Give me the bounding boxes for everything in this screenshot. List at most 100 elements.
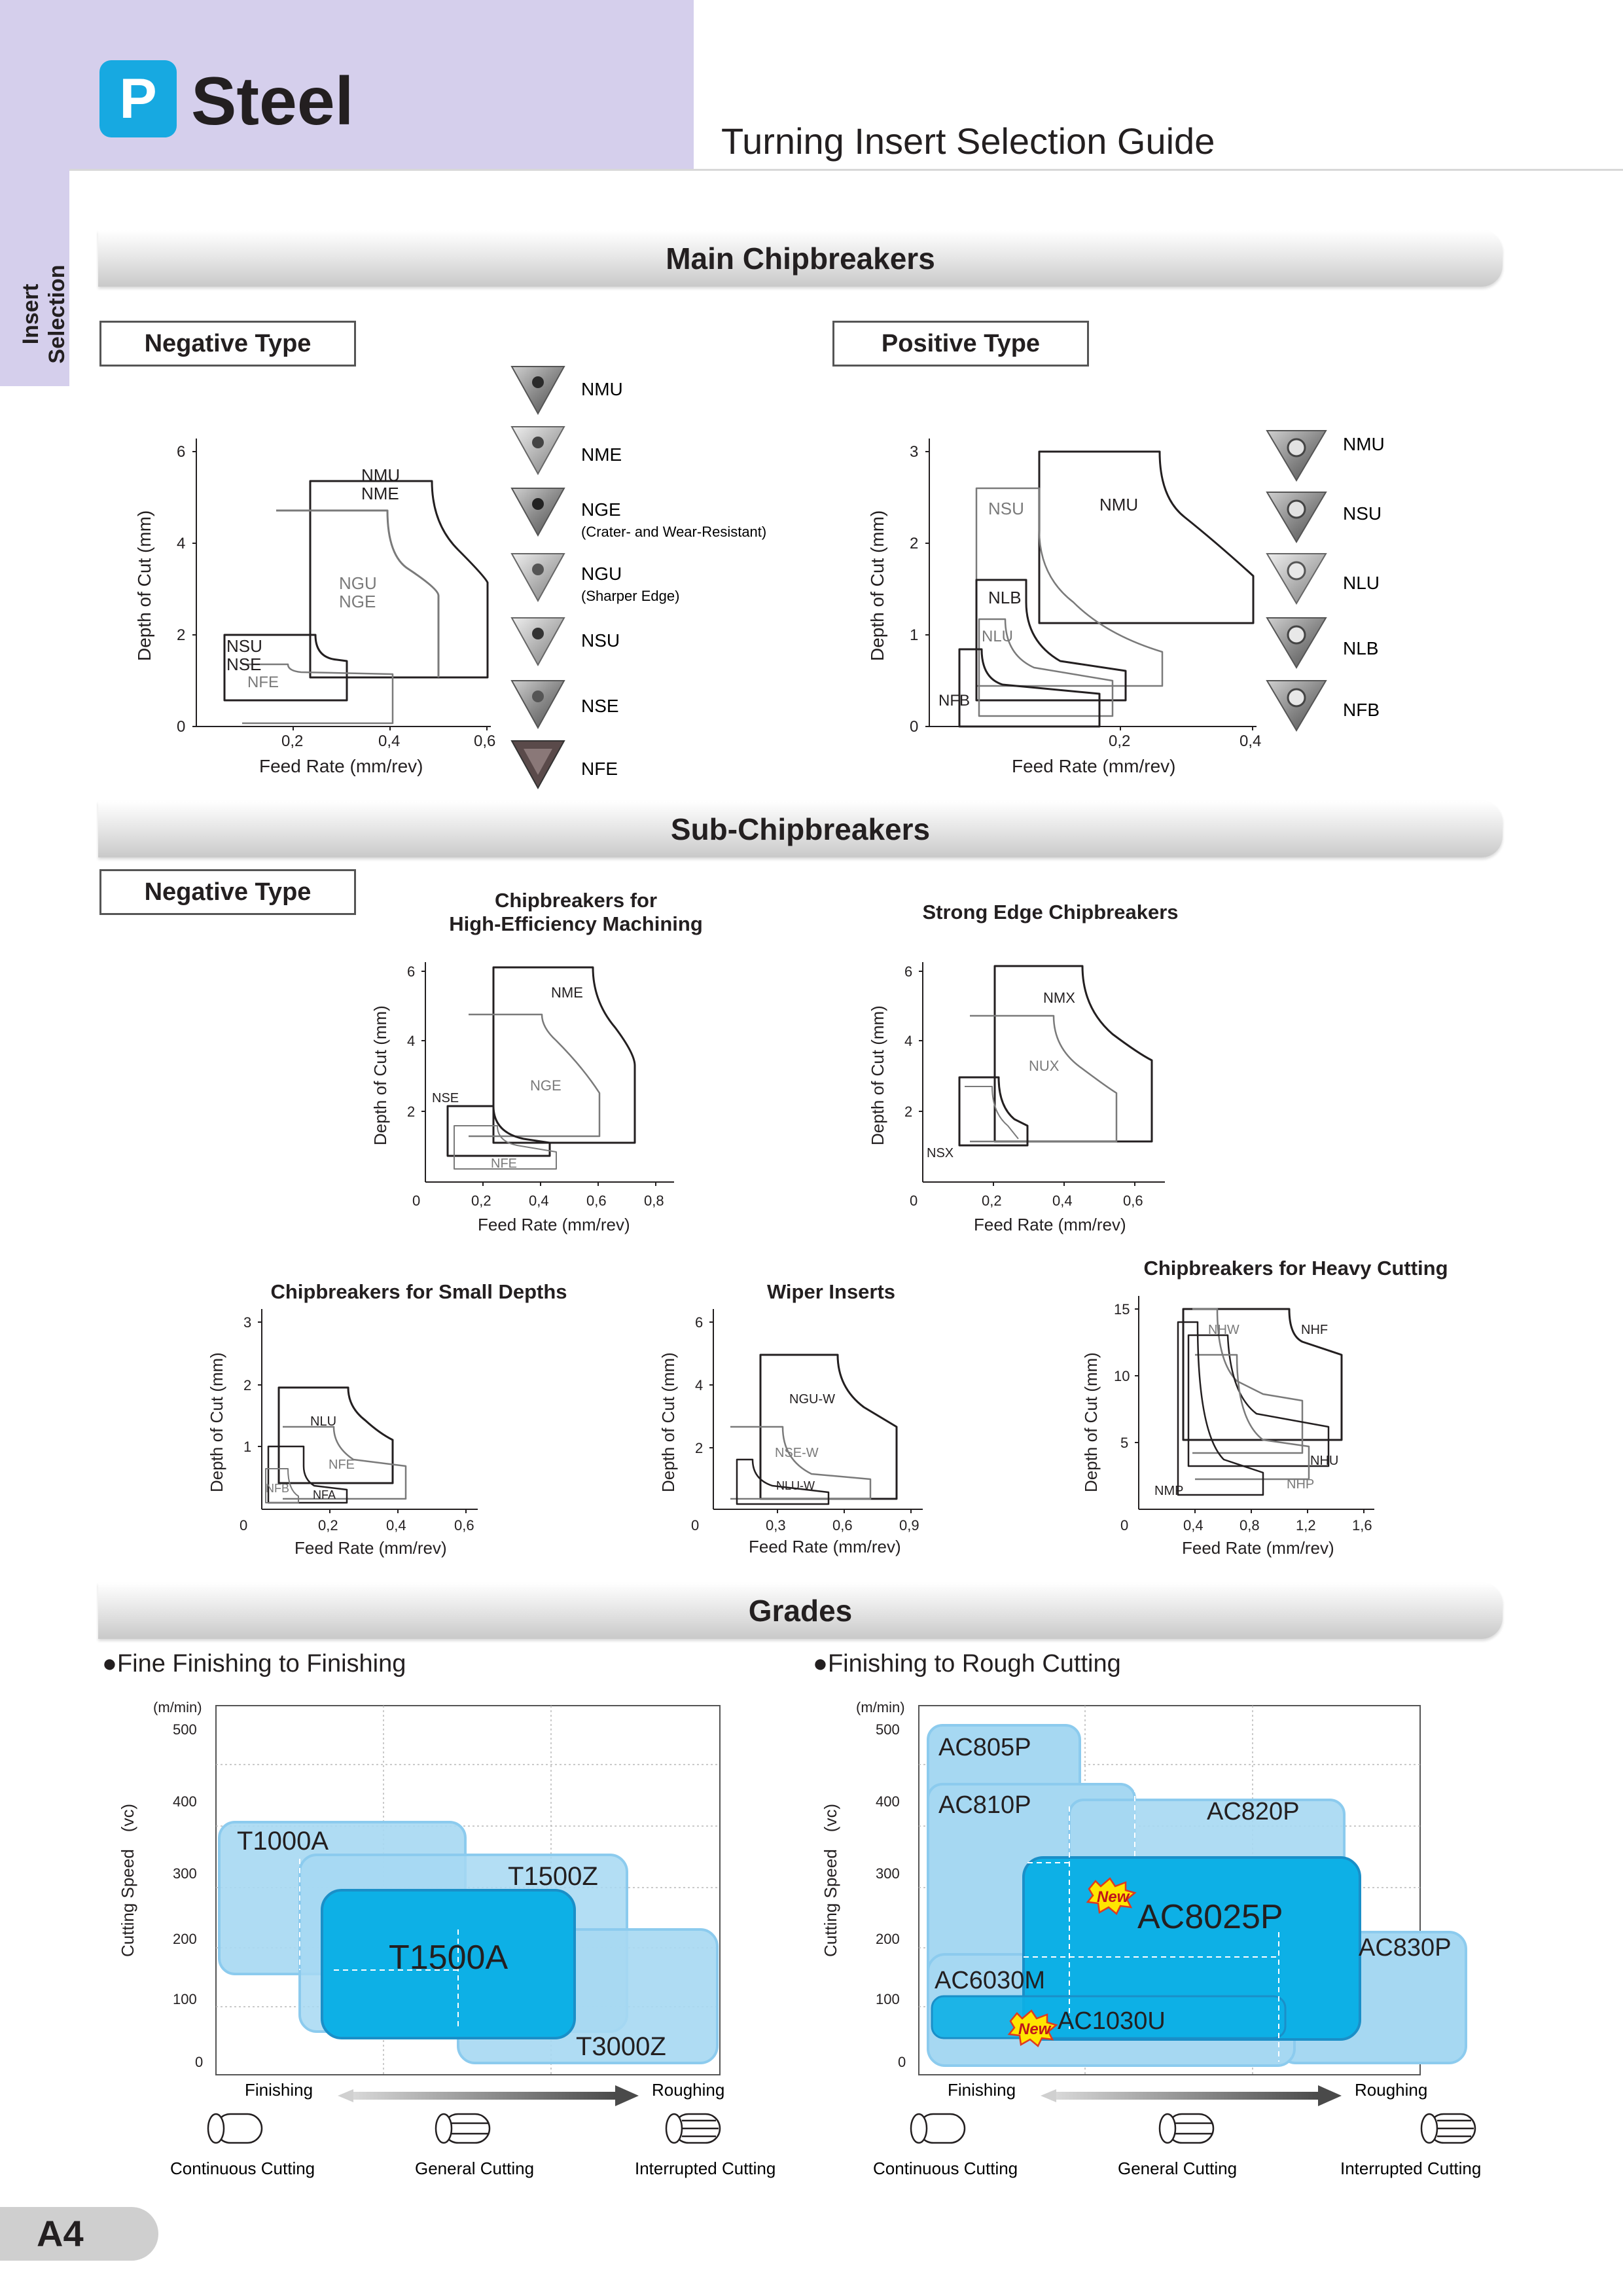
y-axis-label: Depth of Cut (mm) <box>1081 1352 1101 1492</box>
small-depths-chart: 1 2 3 0 0,2 0,4 0,6 Feed Rate (mm/rev) D… <box>207 1309 478 1558</box>
x-tick: 0,6 <box>474 732 495 750</box>
fine-grades-chart: (m/min) 500 400 300 200 100 0 Cutting Sp… <box>118 1699 776 2178</box>
y-tick: 1 <box>910 626 918 644</box>
positive-type-box: Positive Type <box>832 321 1089 367</box>
x-tick: 0,6 <box>454 1517 474 1534</box>
x-tick: 0 <box>691 1517 699 1534</box>
y-tick: 100 <box>876 1991 900 2007</box>
label-nfe: NFE <box>491 1157 517 1171</box>
x-axis-label: Feed Rate (mm/rev) <box>478 1215 630 1234</box>
region-nge <box>469 1013 601 1138</box>
label-nhu: NHU <box>1310 1454 1338 1468</box>
x-tick: 1,2 <box>1296 1517 1316 1534</box>
general-cutting-label: General Cutting <box>1118 2159 1237 2178</box>
region-nfb <box>958 648 1101 728</box>
speed-axis-label: Cutting Speed (vc) <box>821 1804 840 1957</box>
general-cutting-icon <box>1158 2113 1215 2144</box>
roughing-label: Roughing <box>652 2080 724 2100</box>
insert-name: NGE <box>581 499 621 520</box>
insert-nsu: NSU <box>1266 492 1382 543</box>
label-nlu: NLU <box>982 628 1013 645</box>
label-nmp: NMP <box>1154 1484 1183 1498</box>
x-axis-label: Feed Rate (mm/rev) <box>974 1215 1126 1234</box>
arrow-bar <box>353 2092 615 2100</box>
insert-name: NFB <box>1343 700 1380 720</box>
high-eff-title-line2: High-Efficiency Machining <box>449 912 703 935</box>
label-nfa: NFA <box>313 1488 336 1501</box>
insert-nlb: NLB <box>1266 617 1378 669</box>
label-ngu-w: NGU-W <box>789 1392 835 1407</box>
y-tick: 200 <box>173 1931 197 1947</box>
x-axis-label: Feed Rate (mm/rev) <box>749 1537 901 1556</box>
x-tick: 0,4 <box>1052 1193 1073 1209</box>
x-tick: 0 <box>240 1517 247 1534</box>
speed-axis-label: Cutting Speed (vc) <box>118 1804 137 1957</box>
y-tick: 3 <box>243 1314 251 1331</box>
label-nhp: NHP <box>1287 1477 1314 1492</box>
continuous-cutting-icon <box>207 2113 263 2144</box>
y-tick: 500 <box>876 1721 900 1738</box>
triangle-insert-icon <box>510 617 565 667</box>
y-tick: 200 <box>876 1931 900 1947</box>
strong-edge-chart: 2 4 6 0 0,2 0,4 0,6 Feed Rate (mm/rev) D… <box>868 962 1165 1234</box>
y-tick: 4 <box>695 1377 703 1393</box>
label-t1500z: T1500Z <box>508 1862 598 1891</box>
label-nsu: NSU <box>226 636 262 656</box>
label-nmu: NMU <box>1099 495 1138 514</box>
y-axis-label: Depth of Cut (mm) <box>867 511 887 661</box>
negative-type-box: Negative Type <box>99 321 356 367</box>
side-tab-label: Insert Selection <box>0 264 109 363</box>
region-nsx-inner <box>965 1086 1019 1139</box>
label-ac6030m: AC6030M <box>935 1967 1045 1994</box>
label-nhf: NHF <box>1301 1323 1328 1337</box>
y-tick: 400 <box>173 1793 197 1810</box>
region-nlu <box>277 1386 394 1484</box>
insert-note: (Crater- and Wear-Resistant) <box>581 524 766 540</box>
triangle-insert-icon <box>510 553 565 603</box>
general-cutting-label: General Cutting <box>415 2159 534 2178</box>
label-nlu-w: NLU-W <box>776 1479 815 1492</box>
x-tick: 0,4 <box>529 1193 549 1209</box>
region-nsx <box>958 1076 1029 1147</box>
label-ngu: NGU <box>339 573 377 593</box>
continuous-cutting-label: Continuous Cutting <box>170 2159 315 2178</box>
region-nhw <box>1192 1308 1304 1454</box>
side-tab-line2: Selection <box>45 264 69 364</box>
insert-nme: NME <box>510 426 622 476</box>
y-tick: 0 <box>177 718 185 736</box>
high-eff-title: Chipbreakers for High-Efficiency Machini… <box>419 889 733 936</box>
insert-nfb: NFB <box>1266 680 1380 732</box>
region-nmp <box>1177 1321 1264 1496</box>
y-tick: 10 <box>1114 1368 1130 1384</box>
y-tick: 1 <box>243 1439 251 1455</box>
bullet-icon: ● <box>102 1650 117 1677</box>
label-t1000a: T1000A <box>237 1827 329 1856</box>
insert-nge: NGE (Crater- and Wear-Resistant) <box>510 488 766 540</box>
x-tick: 0,9 <box>899 1517 919 1534</box>
insert-name: NLU <box>1343 573 1380 593</box>
insert-name: NSU <box>581 630 620 651</box>
x-tick: 0,6 <box>1123 1193 1143 1209</box>
y-tick: 15 <box>1114 1301 1130 1318</box>
label-ac830p: AC830P <box>1359 1934 1452 1962</box>
label-nge: NGE <box>530 1077 562 1094</box>
negative-chipbreaker-chart: 0 2 4 6 0,2 0,4 0,6 Feed Rate (mm/rev) D… <box>134 439 495 776</box>
region-nmx <box>993 965 1153 1143</box>
insert-ngu: NGU (Sharper Edge) <box>510 553 679 604</box>
interrupted-cutting-label: Interrupted Cutting <box>1340 2159 1481 2178</box>
x-tick: 0,2 <box>1109 732 1130 750</box>
x-tick: 0 <box>412 1193 420 1209</box>
x-tick: 0,4 <box>386 1517 406 1534</box>
x-axis-label: Feed Rate (mm/rev) <box>294 1538 447 1558</box>
section-bar-grades: Grades <box>98 1583 1503 1639</box>
label-t1500a: T1500A <box>389 1939 508 1977</box>
label-nlu: NLU <box>310 1414 336 1429</box>
insert-name: NGU <box>581 564 622 584</box>
arrow-left-icon <box>1041 2089 1056 2102</box>
y-tick: 2 <box>177 626 185 644</box>
x-tick: 0,2 <box>471 1193 491 1209</box>
region-nmu-nme <box>309 480 489 679</box>
insert-nlu: NLU <box>1266 553 1380 605</box>
arrow-right-icon <box>615 2085 639 2106</box>
label-nse: NSE <box>432 1091 459 1105</box>
